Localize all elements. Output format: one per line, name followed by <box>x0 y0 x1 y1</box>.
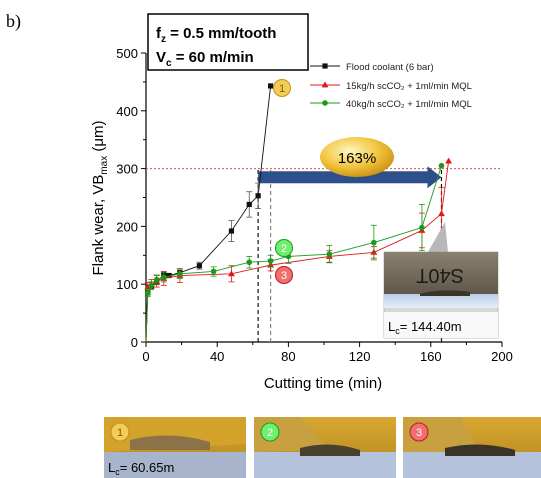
x-tick-label: 160 <box>420 349 442 364</box>
condition-vc: Vc = 60 m/min <box>156 49 254 69</box>
bottom-image-1-caption: Lc= 60.65m <box>108 460 174 477</box>
data-point <box>246 259 253 266</box>
data-point <box>196 263 202 269</box>
data-point <box>438 162 445 169</box>
series-line <box>145 85 272 343</box>
data-point <box>438 210 445 217</box>
x-tick-label: 80 <box>281 349 295 364</box>
svg-text:3: 3 <box>416 427 422 439</box>
marker-1: 1 <box>273 79 291 97</box>
arrow-head <box>427 166 442 189</box>
svg-text:2: 2 <box>267 427 273 439</box>
svg-text:3: 3 <box>281 270 287 282</box>
data-point <box>210 268 217 275</box>
legend-marker <box>322 100 328 106</box>
svg-text:1: 1 <box>117 427 123 439</box>
x-tick-label: 0 <box>142 349 149 364</box>
svg-text:1: 1 <box>279 83 285 95</box>
legend-label: 40kg/h scCO₂ + 1ml/min MQL <box>346 99 472 110</box>
legend-marker <box>322 63 328 69</box>
y-tick-label: 0 <box>131 335 138 350</box>
y-axis-label-rest: (μm) <box>90 120 107 155</box>
legend-entry-2: 40kg/h scCO₂ + 1ml/min MQL <box>310 99 472 110</box>
y-axis-label-sub: max <box>99 156 110 175</box>
y-tick-label: 400 <box>116 104 138 119</box>
marker-2: 2 <box>275 239 293 257</box>
percent-label: 163% <box>338 150 376 167</box>
data-point <box>326 251 333 257</box>
svg-text:2: 2 <box>281 243 287 255</box>
y-tick-label: 500 <box>116 46 138 61</box>
percent-badge: 163% <box>320 137 394 177</box>
legend-entry-1: 15kg/h scCO₂ + 1ml/min MQL <box>310 81 472 92</box>
panel-label: b) <box>6 11 21 32</box>
bottom-image-2: 2 <box>254 417 396 478</box>
data-point <box>445 157 452 164</box>
legend-label: 15kg/h scCO₂ + 1ml/min MQL <box>346 81 472 92</box>
condition-fz: fz = 0.5 mm/tooth <box>156 25 276 45</box>
conditions-box: fz = 0.5 mm/tooth Vc = 60 m/min <box>147 13 309 71</box>
data-series <box>144 83 452 343</box>
legend-entry-0: Flood coolant (6 bar) <box>310 62 434 73</box>
data-point <box>228 270 235 277</box>
legend: Flood coolant (6 bar) 15kg/h scCO₂ + 1ml/… <box>310 62 472 110</box>
y-tick-label: 200 <box>116 219 138 234</box>
x-tick-label: 40 <box>210 349 224 364</box>
x-tick-label: 200 <box>491 349 513 364</box>
data-point <box>267 258 274 264</box>
data-point <box>144 283 152 290</box>
series-2 <box>144 162 445 343</box>
inset-wear-image: S40T Lc= 144.40m <box>383 222 499 339</box>
data-point <box>153 276 160 283</box>
data-point <box>371 239 377 246</box>
y-tick-label: 300 <box>116 162 138 177</box>
y-axis-label: Flank wear, VBmax (μm) <box>90 120 110 275</box>
axis-ticks: 0 40 80 120 160 200 0 100 200 300 400 500 <box>116 46 513 364</box>
legend-label: Flood coolant (6 bar) <box>346 62 434 73</box>
data-point <box>268 83 274 89</box>
inset-tool-text: S40T <box>416 264 464 286</box>
data-point <box>255 193 261 199</box>
life-extension-arrow <box>258 166 442 189</box>
arrow-shaft <box>258 171 430 184</box>
data-point <box>177 270 183 277</box>
inset-caption: Lc= 144.40m <box>388 319 462 336</box>
data-point <box>166 272 172 279</box>
data-point <box>144 290 151 296</box>
marker-3: 3 <box>275 266 293 284</box>
bottom-image-3: 3 <box>403 417 541 478</box>
y-axis-label-main: Flank wear, VB <box>90 175 107 276</box>
x-tick-label: 120 <box>349 349 371 364</box>
data-point <box>161 274 167 281</box>
y-tick-label: 100 <box>116 277 138 292</box>
bottom-image-1: 1 Lc= 60.65m <box>104 417 246 478</box>
data-point <box>228 228 235 234</box>
legend-marker <box>321 81 329 88</box>
series-0 <box>145 83 274 343</box>
data-point <box>419 224 425 231</box>
x-axis-label: Cutting time (min) <box>264 375 382 392</box>
data-point <box>148 282 155 289</box>
data-point <box>246 201 252 208</box>
